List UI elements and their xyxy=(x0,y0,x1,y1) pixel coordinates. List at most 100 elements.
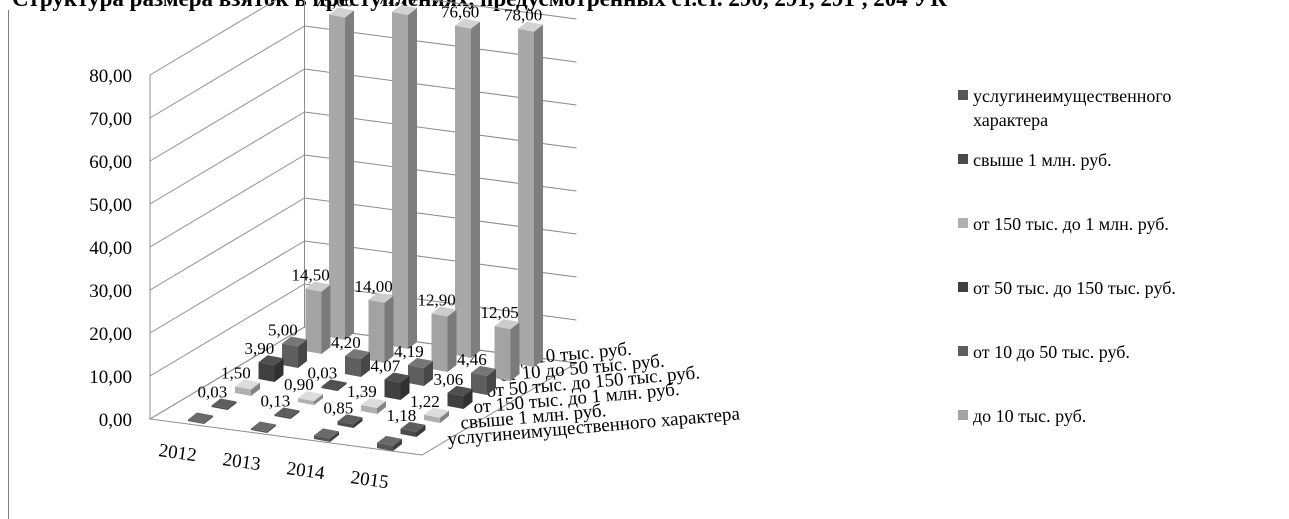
bar-side xyxy=(416,424,426,437)
bar xyxy=(321,386,338,391)
bar xyxy=(251,428,267,433)
bar xyxy=(368,299,385,363)
bar-side xyxy=(361,351,370,377)
bar-side xyxy=(447,309,457,372)
bar-top xyxy=(321,379,347,390)
data-label: 1,22 xyxy=(410,392,440,411)
x-tick-label: 2015 xyxy=(349,467,390,493)
data-label: 4,46 xyxy=(457,350,487,369)
data-label: 1,39 xyxy=(347,382,377,401)
x-tick-label: 2013 xyxy=(221,449,262,475)
y-tick-label: 60,00 xyxy=(89,152,132,173)
bar-top xyxy=(337,414,363,425)
bar xyxy=(408,364,424,386)
bar-side xyxy=(227,401,237,410)
legend-swatch xyxy=(958,90,968,100)
bar-side xyxy=(463,388,473,409)
data-label: 3,06 xyxy=(434,370,464,389)
bar xyxy=(305,288,322,354)
bar-side xyxy=(440,410,449,423)
chart-title: Структура размера взяток в преступлениях… xyxy=(12,0,1289,12)
bar-top xyxy=(211,398,237,409)
bar-top xyxy=(494,319,520,330)
bar-side xyxy=(393,438,402,451)
bar xyxy=(329,14,345,340)
legend-swatch xyxy=(958,154,968,164)
gridline-left xyxy=(149,68,305,162)
bar-side xyxy=(314,394,323,405)
bar xyxy=(447,392,464,409)
y-tick-label: 40,00 xyxy=(89,238,132,259)
bar-top xyxy=(314,428,339,439)
gridline-left xyxy=(149,197,305,291)
bar xyxy=(494,326,511,381)
bar xyxy=(384,379,401,400)
bar-top xyxy=(329,7,354,18)
data-label: 1,18 xyxy=(387,406,417,425)
data-label: 12,90 xyxy=(418,291,456,310)
data-label: 3,90 xyxy=(245,339,275,358)
bar-side xyxy=(290,410,300,419)
bar-side xyxy=(267,424,276,433)
bar-top xyxy=(305,281,331,292)
legend-label: до 10 тыс. руб. xyxy=(973,406,1086,426)
data-label: 4,20 xyxy=(331,333,361,352)
gridline-left xyxy=(149,0,277,76)
y-tick-label: 70,00 xyxy=(89,109,132,130)
bar-side xyxy=(353,417,363,428)
bar-top xyxy=(258,355,284,366)
bar xyxy=(455,25,471,359)
bar xyxy=(337,421,354,428)
data-label: 76,60 xyxy=(441,3,479,22)
legend-label: от 150 тыс. до 1 млн. руб. xyxy=(973,214,1169,234)
bar-top xyxy=(188,412,213,423)
gridline-left xyxy=(149,154,305,248)
legend-swatch xyxy=(958,218,968,228)
data-label: 1,50 xyxy=(221,364,251,383)
bar-side xyxy=(321,284,331,354)
floor-outline xyxy=(148,326,578,456)
bar xyxy=(211,405,228,410)
legend-label: свыше 1 млн. руб. xyxy=(973,150,1112,170)
bar xyxy=(235,386,251,396)
gridline-back xyxy=(429,0,577,20)
bar-side xyxy=(337,382,347,391)
data-label: 75,00 xyxy=(315,0,353,11)
bar xyxy=(298,398,314,405)
bar xyxy=(274,414,291,419)
bar-top xyxy=(400,421,426,432)
bar-top xyxy=(361,398,386,409)
bar xyxy=(314,435,330,442)
data-label: 0,90 xyxy=(284,375,314,394)
x-tick-label: 2012 xyxy=(157,440,198,466)
bar-top xyxy=(251,421,276,432)
bar xyxy=(377,442,393,451)
y-tick-label: 80,00 xyxy=(89,66,132,87)
bar-side xyxy=(345,10,354,340)
gridline-left xyxy=(149,283,305,377)
bar-top xyxy=(392,4,417,15)
legend-swatch xyxy=(958,282,968,292)
bar-top xyxy=(431,306,457,317)
bar xyxy=(361,405,377,414)
bar-top xyxy=(377,435,402,446)
bar-top xyxy=(298,391,323,402)
bar-side xyxy=(400,375,410,400)
chart-border xyxy=(8,10,9,519)
bar-side xyxy=(408,7,417,349)
data-label: 0,03 xyxy=(308,364,338,383)
bar xyxy=(282,343,298,368)
bar-top xyxy=(282,336,307,347)
data-label: 77,70 xyxy=(378,0,416,8)
gridline-left xyxy=(149,25,305,119)
data-label: 14,00 xyxy=(355,277,393,296)
bar-top xyxy=(384,372,410,383)
data-label: 4,19 xyxy=(394,342,424,361)
bar xyxy=(188,419,204,424)
bar xyxy=(471,372,487,395)
bar-top xyxy=(408,357,433,368)
bar-side xyxy=(204,415,213,424)
legend-label: услугинеимущественного xyxy=(973,86,1171,106)
bar-side xyxy=(424,360,433,386)
y-tick-label: 30,00 xyxy=(89,281,132,302)
